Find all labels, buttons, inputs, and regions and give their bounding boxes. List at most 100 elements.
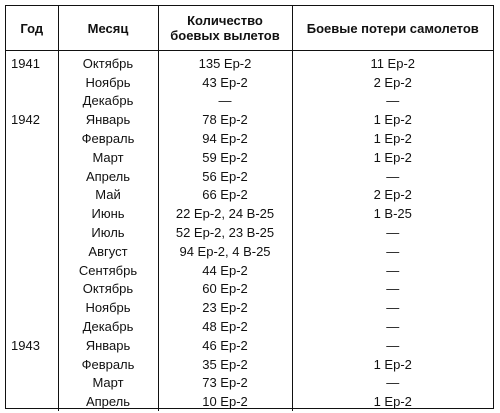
header-month: Месяц xyxy=(57,6,158,51)
cell-losses: — xyxy=(291,260,493,280)
header-sorties-line2: боевых вылетов xyxy=(170,28,280,43)
table-row: Февраль 94 Ер-2 1 Ер-2 xyxy=(6,129,493,148)
cell-year: 1942 xyxy=(11,112,40,128)
cell-sorties: 48 Ер-2 xyxy=(157,317,292,336)
cell-losses: — xyxy=(291,166,493,186)
cell-losses: 2 Ер-2 xyxy=(291,72,493,92)
table-body: 1941 Октябрь 135 Ер-2 11 Ер-2 Ноябрь 43 Ер-2 2… xyxy=(6,50,493,412)
cell-sorties: 94 Ер-2, 4 В-25 xyxy=(157,241,292,261)
table-row: Август 94 Ер-2, 4 В-25— xyxy=(6,241,493,261)
table-header: Год Месяц Количество боевых вылетов Боев… xyxy=(6,6,493,51)
header-losses: Боевые потери самолетов xyxy=(291,6,493,51)
cell-month: Апрель xyxy=(57,166,158,186)
cell-year xyxy=(6,223,58,242)
table-row: Февраль 35 Ер-2 1 Ер-2 xyxy=(6,354,493,374)
cell-sorties: 135 Ер-2 xyxy=(157,50,292,73)
header-sorties-line1: Количество xyxy=(187,13,263,28)
cell-month: Февраль xyxy=(57,354,158,374)
table-row: Март 73 Ер-2— xyxy=(6,373,493,393)
cell-month: Сентябрь xyxy=(57,260,158,280)
cell-month: Октябрь xyxy=(57,50,158,73)
cell-losses: — xyxy=(291,317,493,336)
cell-year xyxy=(6,148,58,167)
cell-month: Март xyxy=(57,147,158,167)
cell-month: Ноябрь xyxy=(57,298,158,318)
cell-year xyxy=(6,73,58,92)
cell-losses: 1 Ер-2 xyxy=(291,147,493,167)
cell-losses: 1 Ер-2 xyxy=(291,392,493,412)
table-row: 1942 Январь 78 Ер-2 1 Ер-2 xyxy=(6,110,493,130)
table-row: Декабрь — — xyxy=(6,91,493,111)
cell-month: Декабрь xyxy=(57,317,158,336)
table-row: Июль 52 Ер-2, 23 В-25— xyxy=(6,223,493,242)
table-row: Июнь 22 Ер-2, 24 В-25 1 В-25 xyxy=(6,204,493,224)
cell-losses: — xyxy=(291,373,493,393)
cell-losses: 1 Ер-2 xyxy=(291,110,493,130)
cell-losses: 11 Ер-2 xyxy=(291,50,493,73)
sorties-losses-table: Год Месяц Количество боевых вылетов Боев… xyxy=(6,6,493,412)
cell-year xyxy=(6,167,58,186)
cell-sorties: 22 Ер-2, 24 В-25 xyxy=(157,204,292,224)
cell-month: Август xyxy=(57,241,158,261)
cell-sorties: — xyxy=(157,91,292,111)
cell-sorties: 66 Ер-2 xyxy=(157,185,292,205)
table-row: Май 66 Ер-2 2 Ер-2 xyxy=(6,185,493,205)
cell-year xyxy=(6,374,58,393)
cell-losses: 1 Ер-2 xyxy=(291,354,493,374)
table-row: Март 59 Ер-2 1 Ер-2 xyxy=(6,147,493,167)
sorties-losses-table-frame: Год Месяц Количество боевых вылетов Боев… xyxy=(5,5,494,412)
cell-losses: — xyxy=(291,335,493,355)
cell-losses: — xyxy=(291,279,493,299)
header-row: Год Месяц Количество боевых вылетов Боев… xyxy=(6,6,493,51)
cell-losses: — xyxy=(291,91,493,111)
cell-sorties: 52 Ер-2, 23 В-25 xyxy=(157,223,292,242)
table-row: Апрель 56 Ер-2— xyxy=(6,166,493,186)
cell-year xyxy=(6,280,58,299)
table-row: 1941 Октябрь 135 Ер-2 11 Ер-2 xyxy=(6,50,493,73)
cell-year: 1943 xyxy=(11,337,40,353)
cell-month: Март xyxy=(57,373,158,393)
cell-year xyxy=(6,129,58,148)
cell-losses: — xyxy=(291,241,493,261)
cell-sorties: 78 Ер-2 xyxy=(157,110,292,130)
cell-month: Декабрь xyxy=(57,91,158,111)
cell-month: Февраль xyxy=(57,129,158,148)
cell-sorties: 94 Ер-2 xyxy=(157,129,292,148)
cell-month: Январь xyxy=(57,335,158,355)
cell-year: 1941 xyxy=(11,55,40,71)
table-row: Ноябрь 23 Ер-2— xyxy=(6,298,493,318)
cell-year xyxy=(6,242,58,261)
cell-sorties: 10 Ер-2 xyxy=(157,392,292,412)
cell-year xyxy=(6,355,58,374)
cell-losses: 1 Ер-2 xyxy=(291,129,493,148)
cell-year xyxy=(6,298,58,317)
cell-losses: 1 В-25 xyxy=(291,204,493,224)
cell-month: Июнь xyxy=(57,204,158,224)
table-row: Декабрь 48 Ер-2— xyxy=(6,317,493,336)
cell-year xyxy=(6,317,58,336)
cell-year xyxy=(6,261,58,280)
cell-month: Ноябрь xyxy=(57,72,158,92)
table-row: Сентябрь 44 Ер-2— xyxy=(6,260,493,280)
cell-month: Июль xyxy=(57,223,158,242)
cell-sorties: 59 Ер-2 xyxy=(157,147,292,167)
cell-month: Январь xyxy=(57,110,158,130)
table-row: Ноябрь 43 Ер-2 2 Ер-2 xyxy=(6,72,493,92)
cell-sorties: 23 Ер-2 xyxy=(157,298,292,318)
cell-month: Май xyxy=(57,185,158,205)
cell-year xyxy=(6,392,58,411)
cell-losses: 2 Ер-2 xyxy=(291,185,493,205)
header-year: Год xyxy=(6,6,58,51)
cell-year xyxy=(6,186,58,205)
cell-year xyxy=(6,204,58,223)
cell-sorties: 60 Ер-2 xyxy=(157,279,292,299)
cell-losses: — xyxy=(291,298,493,318)
cell-sorties: 44 Ер-2 xyxy=(157,260,292,280)
table-row: Апрель 10 Ер-2 1 Ер-2 xyxy=(6,392,493,412)
cell-year xyxy=(6,92,58,111)
cell-sorties: 35 Ер-2 xyxy=(157,354,292,374)
table-row: Октябрь 60 Ер-2— xyxy=(6,279,493,299)
cell-month: Октябрь xyxy=(57,279,158,299)
table-row: 1943 Январь 46 Ер-2— xyxy=(6,335,493,355)
cell-sorties: 46 Ер-2 xyxy=(157,335,292,355)
